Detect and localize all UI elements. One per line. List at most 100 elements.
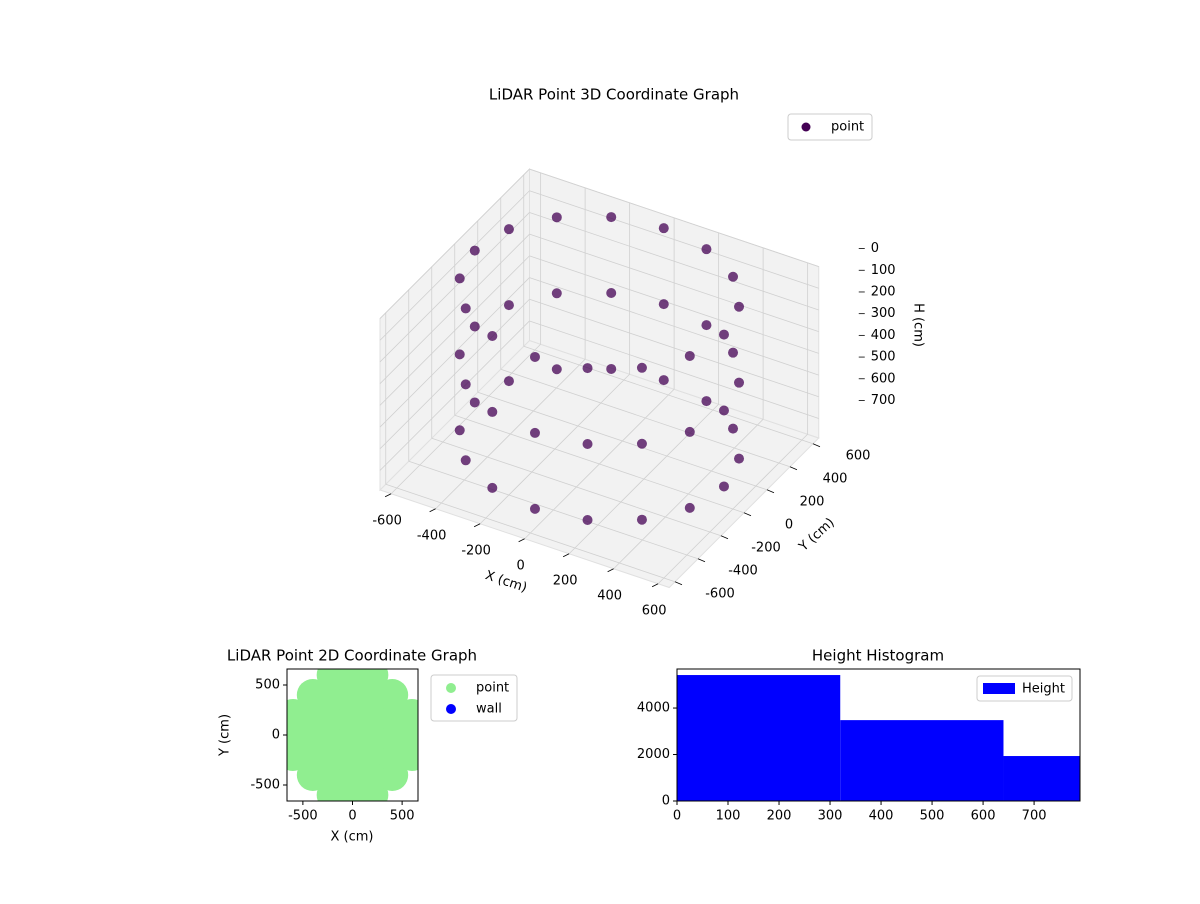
x-tick-label: -400 [417,528,447,543]
legend-label: Height [1022,682,1065,697]
x-tick-label: 100 [716,809,741,824]
point [718,329,729,340]
point [658,375,669,386]
y-tick-label: 2000 [637,747,670,762]
point [701,396,712,407]
point [684,502,695,513]
y-tick-label: 200 [800,494,825,509]
point [551,212,562,223]
point [734,453,745,464]
axes-frame [676,668,1081,802]
point [460,455,471,466]
z-tick-label: 0 [871,241,879,256]
grid-line [431,437,722,537]
point [454,273,465,284]
point [376,679,409,711]
tick-mark [384,493,392,498]
y-tick-label: -500 [250,778,280,793]
tick-mark [473,523,481,528]
grid-line [379,298,530,450]
grid-line [529,298,819,398]
tick-mark [607,568,614,573]
grid-line [379,255,530,406]
point [728,271,739,282]
legend-box [976,675,1073,702]
z-tick-label: 200 [871,284,896,299]
y-tick-label: 4000 [637,701,670,716]
point [606,288,617,299]
point [734,301,745,312]
x-tick-label: 0 [673,809,681,824]
grid-line [379,320,530,471]
y-tick-label: -600 [705,586,735,601]
grid-line [385,483,676,583]
chart-title: LiDAR Point 3D Coordinate Graph [489,86,739,104]
legend-label: wall [476,702,502,717]
grid-line [379,277,530,428]
x-tick-label: 200 [767,809,792,824]
chart-title: Height Histogram [812,647,944,665]
grid-line [379,233,530,384]
grid-line [477,391,768,491]
grid-line [529,168,819,267]
point [636,438,647,449]
x-tick-label: -500 [288,809,318,824]
z-tick-label: 100 [871,263,896,278]
bar [840,720,1004,801]
point [503,224,514,235]
point [551,288,562,299]
x-tick-label: 700 [1022,809,1047,824]
x-tick-label: -600 [372,513,402,528]
tick-mark [743,512,752,517]
y-tick-label: 0 [662,794,670,809]
point [529,351,540,362]
tick-mark [429,508,436,513]
bar [677,675,841,801]
z-tick-label: 700 [871,393,896,408]
tick-mark [518,538,525,543]
x-tick-label: -200 [461,543,491,558]
tick-mark [651,583,659,588]
point [636,362,647,373]
x-tick-label: 600 [971,809,996,824]
legend-marker [446,683,456,693]
point [606,363,617,374]
legend-box [787,113,873,141]
chart-title: LiDAR Point 2D Coordinate Graph [227,647,477,665]
point [460,379,471,390]
point [487,330,498,341]
point [701,244,712,255]
y-tick-label: 500 [255,678,280,693]
tick-mark [812,443,821,448]
tick-mark [789,466,798,471]
grid-line [529,277,819,376]
legend-marker [983,683,1015,694]
grid-line [529,320,819,419]
y-tick-label: 0 [272,728,280,743]
grid-line [454,414,745,514]
tick-mark [562,553,570,558]
x-tick-label: 500 [920,809,945,824]
point [529,503,540,514]
y-axis-label: Y (cm) [796,515,838,555]
point [582,363,593,374]
point [728,423,739,434]
point [469,321,480,332]
points [287,669,418,801]
point [658,223,669,234]
point [551,364,562,375]
point [658,299,669,310]
x-tick-label: 600 [642,603,667,618]
x-tick-label: 400 [869,809,894,824]
point [469,397,480,408]
x-tick-label: 0 [516,558,524,573]
z-tick-label: 300 [871,306,896,321]
grid-line [523,345,814,445]
x-tick-label: 0 [348,809,356,824]
point [356,669,389,691]
grid-line [379,212,530,363]
tick-mark [697,558,706,563]
legend-marker [446,704,456,714]
point [529,427,540,438]
